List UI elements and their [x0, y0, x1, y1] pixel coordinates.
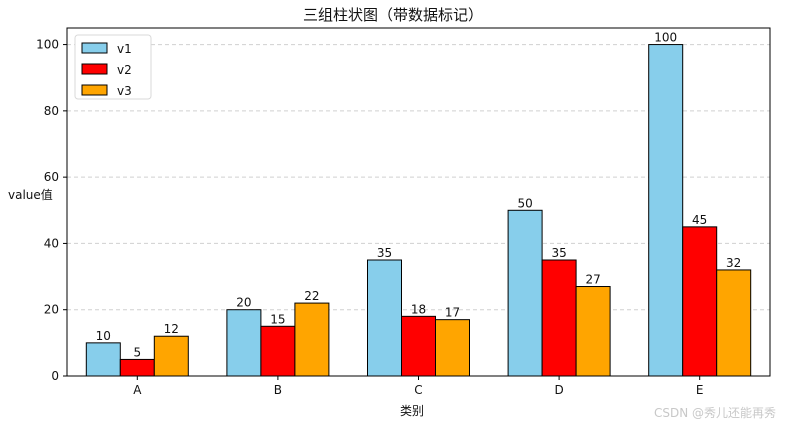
y-tick-label: 20	[44, 303, 59, 317]
x-tick-label: B	[274, 383, 282, 397]
legend-label: v3	[117, 84, 132, 98]
chart-title: 三组柱状图（带数据标记）	[302, 6, 483, 24]
data-label: 12	[164, 322, 179, 336]
y-tick-label: 80	[44, 104, 59, 118]
bar-v2-A	[119, 358, 155, 377]
x-axis-label: 类别	[400, 404, 425, 418]
bar-v3-C	[435, 319, 470, 377]
data-label: 20	[236, 296, 251, 310]
y-tick-label: 100	[36, 38, 59, 52]
bar-v1-A	[85, 342, 121, 377]
data-label: 27	[585, 273, 600, 287]
data-label: 18	[411, 302, 426, 316]
bar-v2-D	[541, 259, 577, 377]
y-tick-label: 0	[51, 369, 59, 383]
data-label: 35	[377, 246, 392, 260]
legend-label: v2	[117, 63, 132, 77]
data-label: 32	[726, 256, 741, 270]
legend-swatch-v3	[81, 84, 108, 96]
bar-v2-C	[401, 315, 436, 377]
bar-v1-B	[226, 309, 262, 377]
data-label: 22	[304, 289, 319, 303]
y-tick-label: 40	[44, 236, 59, 250]
bar-v3-B	[294, 302, 330, 377]
bar-v3-A	[153, 335, 189, 377]
bar-v1-C	[367, 259, 402, 377]
x-tick-label: A	[133, 383, 142, 397]
data-label: 100	[654, 31, 677, 45]
bar-v1-E	[648, 44, 684, 377]
bar-v2-E	[682, 226, 718, 377]
bar-v3-D	[575, 286, 611, 377]
x-tick-label: E	[696, 383, 704, 397]
x-tick-label: D	[554, 383, 563, 397]
data-label: 5	[133, 345, 141, 359]
y-axis-label: value值	[8, 188, 53, 202]
bar-v1-D	[507, 209, 543, 377]
data-label: 10	[96, 329, 111, 343]
legend-swatch-v2	[81, 63, 108, 75]
data-label: 17	[445, 306, 460, 320]
data-label: 15	[270, 312, 285, 326]
data-label: 35	[551, 246, 566, 260]
legend-label: v1	[117, 42, 132, 56]
bar-v3-E	[716, 269, 752, 377]
bar-v2-B	[260, 325, 296, 377]
data-label: 50	[517, 196, 532, 210]
watermark-text: CSDN @秀儿还能再秀	[653, 406, 776, 420]
data-label: 45	[692, 213, 707, 227]
x-tick-label: C	[414, 383, 422, 397]
plot-frame	[66, 27, 771, 377]
y-tick-label: 60	[44, 170, 59, 184]
legend-swatch-v1	[81, 42, 108, 54]
